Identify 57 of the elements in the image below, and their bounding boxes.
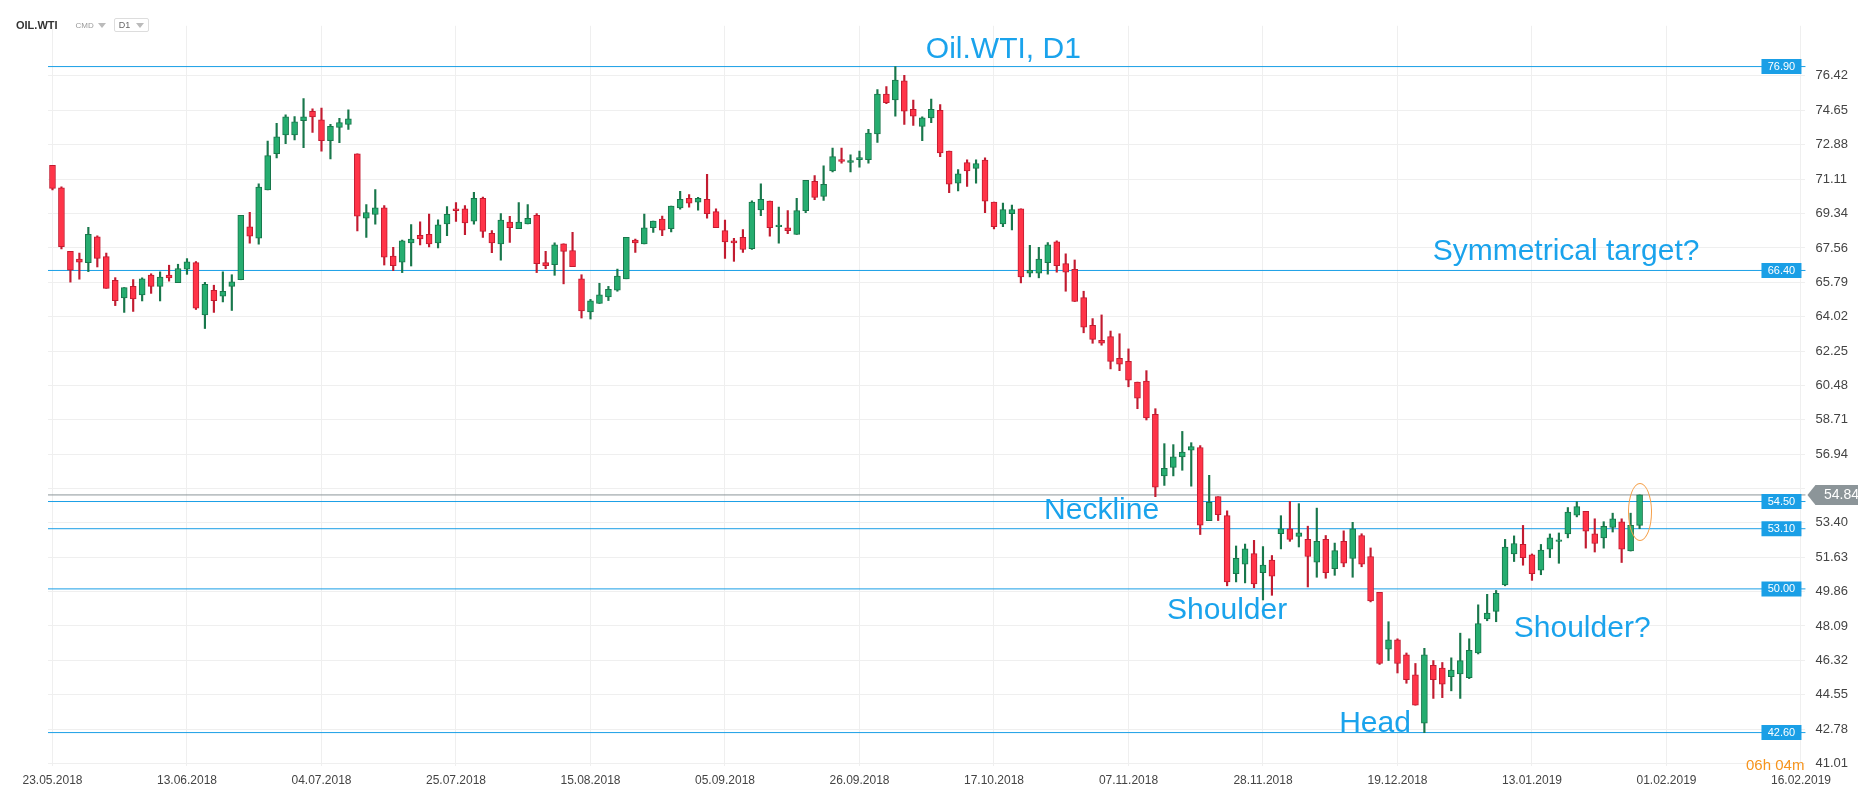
y-tick-label: 76.42 — [1815, 67, 1849, 83]
y-tick-label: 48.09 — [1815, 617, 1849, 633]
chart-title: Oil.WTI, D1 — [925, 31, 1081, 65]
annotation: 06h 04m — [1746, 756, 1805, 773]
y-tick-label: 49.86 — [1815, 583, 1849, 599]
y-tick-label: 46.32 — [1815, 651, 1849, 667]
x-tick-label: 07.11.2018 — [1098, 773, 1159, 788]
x-tick-label: 28.11.2018 — [1233, 773, 1293, 788]
y-tick-label: 56.94 — [1815, 445, 1849, 461]
ref-line-label: 42.60 — [1767, 726, 1796, 739]
x-tick-label: 17.10.2018 — [963, 773, 1025, 788]
ref-line-label: 66.40 — [1767, 263, 1796, 276]
annotation: Shoulder — [1167, 591, 1288, 625]
x-tick-label: 13.06.2018 — [156, 773, 218, 788]
y-tick-label: 72.88 — [1815, 136, 1849, 152]
annotation: Neckline — [1044, 491, 1160, 525]
ref-line-label: 54.50 — [1767, 495, 1796, 508]
y-tick-label: 64.02 — [1815, 308, 1849, 324]
candlestick — [1116, 333, 1123, 371]
x-tick-label: 23.05.2018 — [22, 773, 83, 788]
y-tick-label: 67.56 — [1815, 239, 1849, 255]
x-tick-label: 04.07.2018 — [291, 773, 352, 788]
x-tick-label: 05.09.2018 — [694, 773, 756, 788]
y-tick-label: 69.34 — [1815, 204, 1849, 220]
x-tick-label: 01.02.2019 — [1636, 773, 1697, 788]
annotation: CMD — [75, 20, 94, 30]
y-tick-label: 44.55 — [1815, 686, 1849, 702]
annotation: D1 — [118, 20, 131, 30]
x-tick-label: 13.01.2019 — [1501, 773, 1563, 788]
candlestick — [856, 150, 863, 168]
candlestick — [309, 108, 316, 133]
ref-line-label: 54.84 — [1823, 486, 1860, 503]
annotation: OIL.WTI — [16, 19, 58, 31]
x-tick-label: 16.02.2019 — [1770, 773, 1832, 788]
y-tick-label: 58.71 — [1815, 411, 1849, 427]
y-tick-label: 42.78 — [1815, 720, 1849, 736]
annotation: Symmetrical target? — [1432, 232, 1700, 266]
candlestick — [838, 147, 845, 164]
x-tick-label: 15.08.2018 — [560, 773, 621, 788]
y-tick-label: 53.40 — [1815, 514, 1849, 530]
y-tick-label: 74.65 — [1815, 101, 1849, 117]
x-tick-label: 19.12.2018 — [1367, 773, 1428, 788]
y-tick-label: 71.11 — [1815, 170, 1848, 186]
candlestick — [847, 154, 854, 173]
x-tick-label: 25.07.2018 — [425, 773, 487, 788]
y-tick-label: 41.01 — [1815, 755, 1849, 771]
candlestick — [1385, 621, 1392, 661]
y-tick-label: 60.48 — [1815, 376, 1849, 392]
annotation: Shoulder? — [1513, 610, 1651, 643]
y-tick-label: 65.79 — [1815, 273, 1849, 289]
y-tick-label: 51.63 — [1815, 548, 1849, 564]
annotation: Head — [1339, 704, 1411, 738]
x-tick-label: 26.09.2018 — [829, 773, 890, 788]
y-tick-label: 62.25 — [1815, 342, 1849, 358]
ref-line-label: 50.00 — [1767, 582, 1796, 595]
ref-line-label: 76.90 — [1767, 60, 1796, 73]
ref-line-label: 53.10 — [1767, 522, 1796, 535]
